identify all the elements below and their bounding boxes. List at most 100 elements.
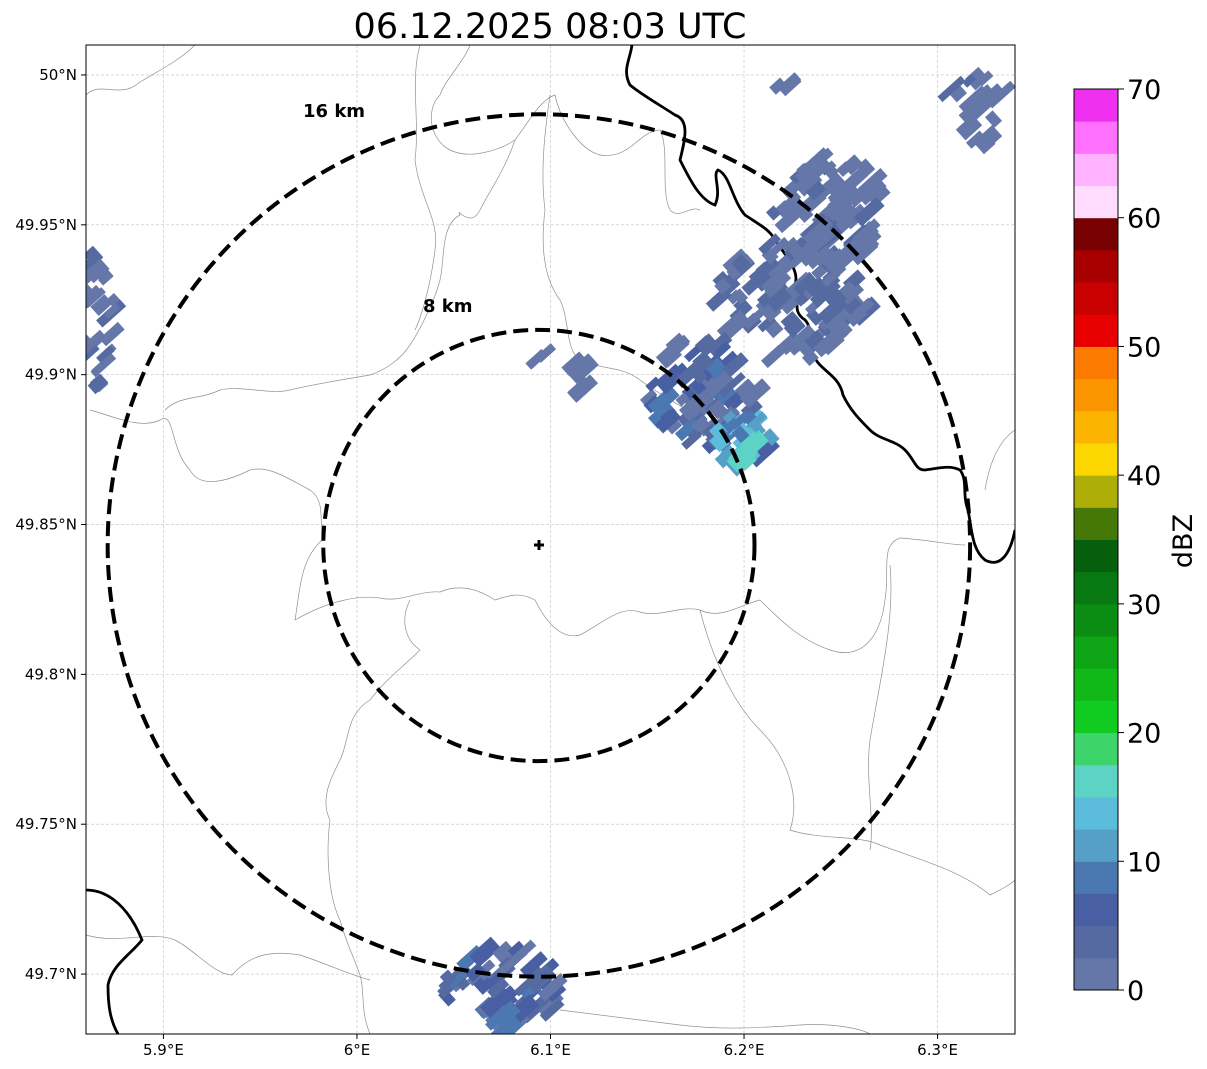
longitude-ticks: 5.9°E 6°E 6.1°E 6.2°E 6.3°E	[143, 1034, 958, 1059]
colorbar-frame	[1073, 88, 1119, 991]
colorbar-segment	[1074, 249, 1118, 283]
echo-pixel	[827, 195, 847, 216]
echo-pixel	[751, 269, 775, 292]
echo-pixel	[722, 352, 749, 378]
echo-pixel	[537, 991, 564, 1017]
lat-tick-label: 49.8°N	[25, 665, 77, 683]
echo-pixel	[495, 954, 520, 978]
range-ring-16km	[105, 112, 973, 979]
echo-pixel	[96, 345, 115, 364]
echo-pixel	[803, 241, 833, 270]
colorbar-segment	[1074, 121, 1118, 154]
echo-pixel	[525, 963, 556, 993]
echo-pixel	[570, 353, 599, 382]
municipal-boundary	[86, 934, 371, 981]
echo-pixel	[761, 274, 781, 294]
echo-pixel	[709, 421, 728, 441]
lat-tick-label: 50°N	[39, 66, 77, 84]
echo-pixel	[90, 353, 117, 378]
echo-pixel	[742, 307, 766, 330]
colorbar-segment	[1074, 539, 1118, 573]
radar-site-marker	[534, 540, 544, 550]
colorbar-segment	[1074, 603, 1118, 637]
echo-pixel	[732, 288, 749, 305]
colorbar-segment	[1074, 507, 1118, 540]
echo-pixel	[701, 367, 734, 399]
colorbar-segment	[1074, 732, 1118, 766]
lat-tick-label: 49.75°N	[15, 815, 77, 833]
colorbar-tick-label: 70	[1127, 75, 1161, 106]
national-border-france	[86, 888, 144, 1034]
echo-pixel	[86, 258, 110, 284]
echo-pixel	[99, 321, 125, 347]
echo-pixel	[761, 345, 786, 369]
echo-pixel	[675, 392, 690, 407]
echo-pixel	[805, 180, 827, 201]
lon-tick-label: 6°E	[344, 1041, 371, 1059]
echo-pixel	[937, 75, 966, 103]
echo-pixel	[976, 70, 994, 87]
echo-pixel	[706, 331, 733, 357]
colorbar-segment	[1074, 796, 1118, 830]
echo-pixel	[824, 304, 854, 332]
colorbar-segment	[1074, 346, 1118, 380]
municipal-boundary	[759, 537, 966, 653]
echo-pixel	[718, 371, 746, 398]
range-ring-8km	[321, 327, 757, 764]
echo-pixel	[519, 951, 548, 978]
echo-pixel	[487, 977, 510, 999]
echo-pixel	[479, 986, 513, 1019]
colorbar-tick-label: 40	[1127, 461, 1161, 492]
colorbar-segment	[1074, 185, 1118, 219]
echo-pixel	[766, 286, 792, 312]
colorbar-segment	[1074, 957, 1118, 991]
municipal-boundary	[164, 374, 371, 411]
echo-pixel	[103, 302, 121, 319]
echo-pixel	[456, 977, 471, 991]
echo-pixel	[853, 218, 881, 245]
echo-pixel	[854, 165, 873, 183]
echo-pixel	[740, 431, 763, 454]
echo-pixel	[539, 998, 565, 1022]
lat-tick-label: 49.85°N	[15, 516, 77, 534]
echo-pixel	[705, 357, 728, 380]
colorbar-segment	[1074, 861, 1118, 894]
echo-pixel	[734, 378, 757, 400]
colorbar-label: dBZ	[1168, 514, 1199, 568]
colorbar-segment	[1074, 893, 1118, 927]
municipal-boundary	[868, 564, 892, 851]
lon-tick-label: 6.2°E	[724, 1041, 765, 1059]
echo-pixel	[709, 431, 730, 453]
colorbar-segment	[1074, 636, 1118, 669]
echo-pixel	[645, 376, 662, 392]
lon-tick-label: 5.9°E	[143, 1041, 184, 1059]
echo-pixel	[804, 225, 836, 255]
echo-pixel	[439, 969, 457, 987]
municipal-boundary	[369, 139, 516, 376]
municipal-boundary	[86, 45, 196, 96]
echo-pixel	[648, 400, 677, 429]
echo-pixel	[681, 430, 702, 450]
echo-pixel	[86, 250, 104, 272]
colorbar: 0 10 20 30 40 50 60 70	[1073, 75, 1161, 1007]
colorbar-segment	[1074, 89, 1118, 122]
latitude-ticks: 50°N 49.95°N 49.9°N 49.85°N 49.8°N 49.75°N 49.…	[15, 66, 86, 983]
echo-pixel	[758, 233, 782, 255]
municipal-boundary	[325, 599, 421, 1034]
echo-pixel	[807, 157, 832, 181]
echo-pixel	[683, 345, 702, 363]
map-area: 8 km 16 km	[86, 45, 1015, 1034]
colorbar-segment	[1074, 925, 1118, 959]
echo-pixel	[987, 83, 1007, 103]
municipal-boundary	[984, 429, 1015, 491]
echo-pixel	[948, 84, 968, 103]
colorbar-segment	[1074, 217, 1118, 251]
range-ring-label-16km: 16 km	[303, 101, 365, 122]
echo-pixel	[699, 333, 716, 350]
echo-pixel	[820, 248, 838, 265]
echo-pixel	[844, 297, 862, 315]
echo-pixel	[98, 270, 114, 286]
echo-pixel	[824, 288, 848, 311]
echo-pixel	[722, 410, 736, 424]
lat-tick-label: 49.95°N	[15, 216, 77, 234]
